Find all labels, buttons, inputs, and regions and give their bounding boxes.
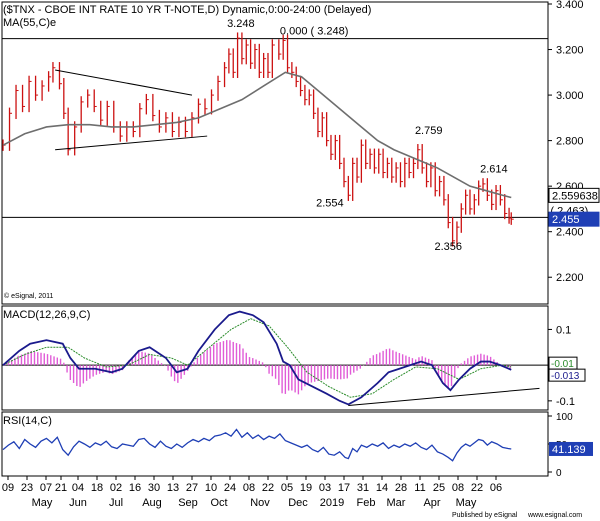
x-day-label: 24 [224,482,236,494]
price-chart-title: ($TNX - CBOE INT RATE 10 YR T-NOTE,D) Dy… [3,4,371,16]
rsi-title: RSI(14,C) [3,415,52,427]
x-day-label: 06 [490,482,502,494]
x-month-label: Oct [210,497,227,509]
price-value-box [548,211,600,227]
price-panel-frame [1,1,549,305]
x-month-label: May [32,497,53,509]
x-month-label: Mar [387,497,406,509]
x-day-label: 30 [148,482,160,494]
rsi-tick-label: 0 [556,468,562,479]
x-day-label: 21 [55,482,67,494]
reference-line-label: 0.000 ( 3.248) [280,26,349,38]
x-day-label: 31 [357,482,369,494]
x-month-label: Dec [288,497,308,509]
x-day-label: 14 [376,482,388,494]
price-panel: ($TNX - CBOE INT RATE 10 YR T-NOTE,D) Dy… [1,0,600,305]
macd-tick-label: 0.1 [556,324,571,336]
x-month-label: 2019 [320,497,344,509]
x-day-label: 23 [21,482,33,494]
x-day-label: 28 [395,482,407,494]
x-day-label: 09 [2,482,14,494]
macd-line [2,310,512,406]
x-day-label: 18 [91,482,103,494]
x-day-label: 19 [300,482,312,494]
x-day-label: 13 [167,482,179,494]
x-month-label: Feb [357,497,376,509]
price-annotation: 2.356 [434,241,462,253]
x-day-label: 02 [110,482,122,494]
rsi-value-box-label: 41.139 [552,444,586,456]
price-tick-label: 3.000 [556,90,584,102]
price-trend-line [55,69,193,96]
x-day-label: 08 [452,482,464,494]
macd-value-box [548,368,586,382]
macd-value-box-label: -0.013 [551,371,580,382]
x-day-label: 11 [414,482,425,494]
price-tick-label: 3.400 [556,0,584,11]
x-month-label: Jun [69,497,87,509]
price-tick-label: 2.200 [556,272,584,284]
price-annotation: 2.759 [415,125,443,137]
ma55-line [2,71,512,199]
x-day-label: 10 [205,482,217,494]
price-tick-label: 2.800 [556,136,584,148]
x-day-label: 17 [338,482,350,494]
macd-tick-label: -0.1 [556,396,575,408]
macd-signal-line [2,318,512,398]
x-day-label: 08 [243,482,255,494]
x-month-label: May [456,497,477,509]
macd-panel-frame [1,305,549,411]
x-month-label: Apr [423,497,440,509]
rsi-line [2,428,512,462]
price-value-box-label: 2.455 [552,214,580,226]
esignal-watermark: © eSignal, 2011 [4,292,54,300]
footer-published-text: Published by eSignal [452,512,518,519]
x-month-label: Sep [178,497,198,509]
macd-lines: -0.01-0.013 [2,310,586,406]
x-day-label: 04 [72,482,84,494]
footer: Published by eSignal www.esignal.com [452,512,582,519]
x-day-label: 07 [40,482,52,494]
macd-zero-box-label: -0.01 [551,359,574,370]
macd-panel: MACD(12,26,9,C) 0.1 -0.1 -0.01-0.013 [1,305,586,411]
ma-label: MA(55,C)e [3,17,56,29]
x-day-label: 27 [186,482,198,494]
price-annotation: 2.614 [480,163,508,175]
price-tick-label: 2.400 [556,227,584,239]
x-month-label: Jul [109,497,123,509]
x-day-label: 25 [433,482,445,494]
rsi-value-box [549,441,593,456]
x-day-label: 16 [129,482,141,494]
footer-site: www.esignal.com [527,512,582,519]
rsi-tick-label: 100 [556,412,573,423]
x-month-label: Nov [250,497,270,509]
x-day-label: 05 [281,482,293,494]
price-lines: 0.000 ( 3.248)( 2.463)3.2482.7592.6142.5… [2,18,600,253]
price-value-box-label: 2.559638 [552,190,598,202]
x-axis: 09 23 07 21 04 18 02 16 30 13 27 10 24 08 22 05 19 03 17 31… [2,476,502,509]
price-annotation: 3.248 [227,18,255,30]
x-day-label: 03 [319,482,331,494]
price-annotation: 2.554 [316,198,344,210]
x-month-label: Aug [142,497,162,509]
x-day-label: 22 [262,482,274,494]
price-value-box [548,187,600,203]
rsi-lines: 41.139 [2,428,593,462]
macd-axis: 0.1 -0.1 [548,324,575,408]
macd-title: MACD(12,26,9,C) [3,309,90,321]
price-trend-line [55,135,208,151]
macd-trend-line [348,387,540,406]
price-tick-label: 3.200 [556,45,584,57]
rsi-panel: RSI(14,C) 100500 41.139 [1,411,593,479]
x-day-label: 22 [471,482,483,494]
